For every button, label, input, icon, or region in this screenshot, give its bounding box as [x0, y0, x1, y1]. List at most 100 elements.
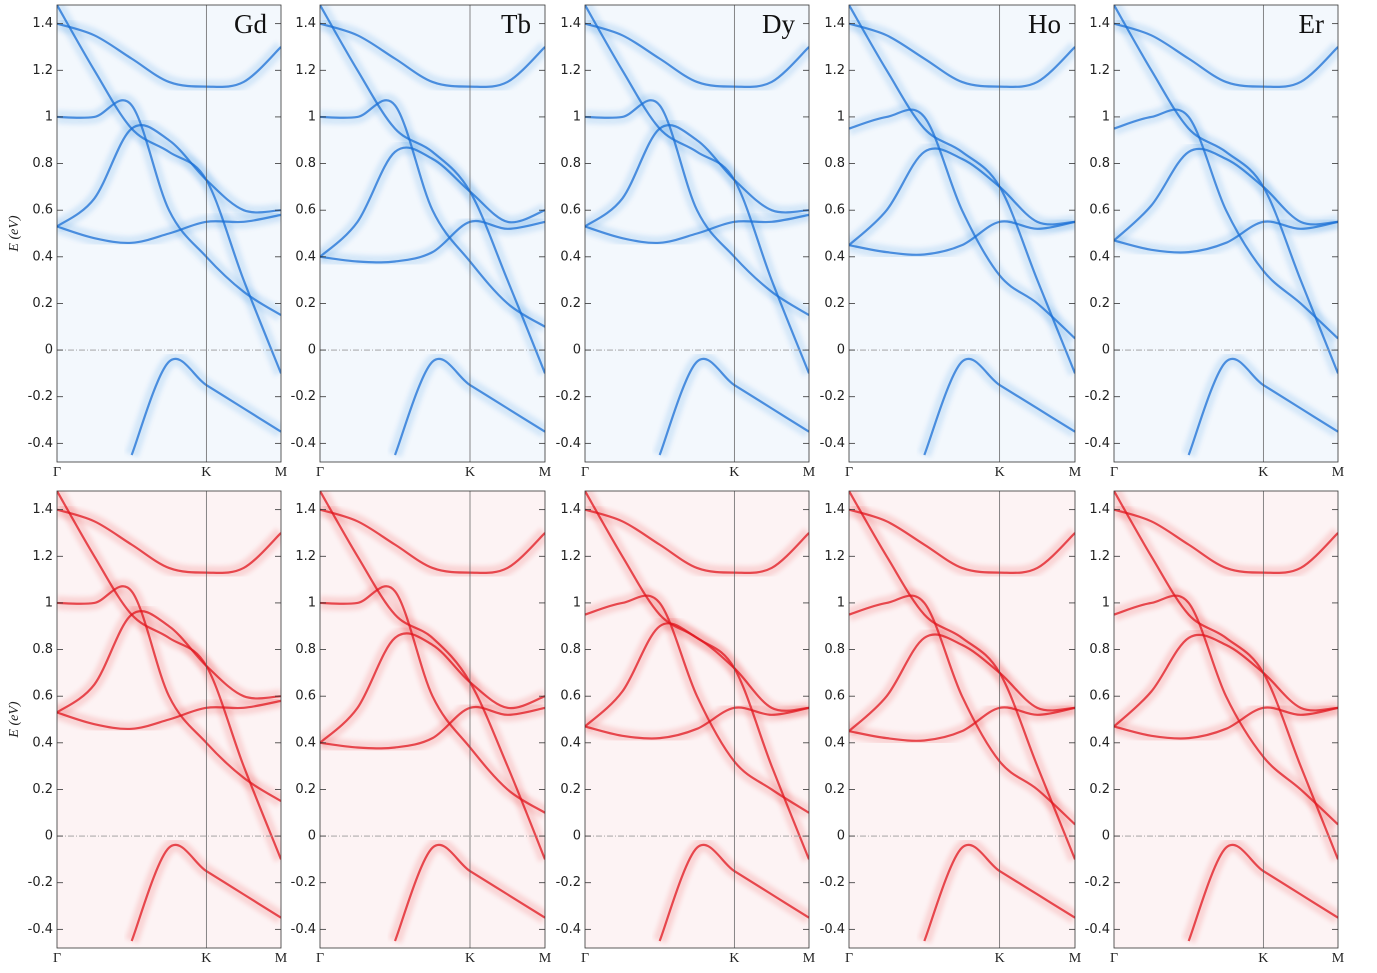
x-tick-label: Γ — [53, 951, 61, 966]
y-tick-label: 0.4 — [560, 735, 581, 750]
band — [57, 99, 281, 317]
y-tick-label: 1 — [573, 109, 581, 124]
band — [393, 843, 545, 942]
band — [1114, 594, 1338, 826]
y-tick-label: 0.2 — [295, 782, 316, 797]
y-axis-label: E (eV) — [7, 701, 22, 738]
panel-frame — [584, 4, 810, 463]
band — [585, 594, 809, 814]
y-tick-label: 1.2 — [32, 549, 53, 564]
y-tick-label: 0.4 — [295, 735, 316, 750]
band — [1114, 108, 1338, 340]
y-tick-label: 0.8 — [32, 642, 53, 657]
panel: Γ K M -0.4 -0.2 0 0.2 0.4 0.6 0.8 1 1.2 1.4 Tb — [291, 4, 552, 480]
band — [320, 585, 545, 814]
panel-frame — [319, 490, 546, 949]
panel: Γ K M -0.4 -0.2 0 0.2 0.4 0.6 0.8 1 1.2 1.4 — [820, 490, 1082, 966]
y-tick-label: 0 — [837, 343, 845, 358]
y-tick-label: 0.8 — [824, 642, 845, 657]
band — [849, 508, 1075, 574]
y-tick-label: 1.4 — [295, 16, 316, 31]
band — [585, 213, 809, 245]
y-tick-label: 1.2 — [560, 63, 581, 78]
y-tick-label: 0.4 — [824, 735, 845, 750]
bands — [1114, 5, 1338, 458]
y-tick-label: 0.2 — [824, 782, 845, 797]
x-tick-label: K — [995, 951, 1005, 966]
x-tick-label: Γ — [845, 951, 853, 966]
x-tick-label: Γ — [581, 951, 589, 966]
band — [849, 108, 1075, 340]
band — [320, 99, 545, 328]
band — [1187, 843, 1338, 942]
bands — [849, 491, 1075, 944]
band — [658, 357, 809, 456]
bands — [57, 5, 281, 458]
y-axis-label: E (eV) — [7, 215, 22, 252]
x-tick-label: K — [729, 465, 739, 480]
y-tick-label: -0.2 — [28, 389, 53, 404]
y-tick-label: 0 — [45, 829, 53, 844]
y-tick-label: 0.6 — [1089, 689, 1110, 704]
x-tick-label: M — [275, 465, 288, 480]
y-tick-label: 1.4 — [32, 502, 53, 517]
band — [585, 508, 809, 574]
band — [57, 610, 281, 714]
y-tick-label: 0 — [573, 343, 581, 358]
band — [849, 491, 1075, 860]
band — [393, 357, 545, 456]
panel: Γ K M -0.4 -0.2 0 0.2 0.4 0.6 0.8 1 1.2 1.4 Ho — [820, 4, 1082, 480]
y-tick-label: 0.6 — [295, 689, 316, 704]
y-tick-label: -0.2 — [1085, 875, 1110, 890]
y-tick-label: 1 — [837, 595, 845, 610]
panel-frame — [319, 4, 546, 463]
x-tick-label: K — [201, 465, 211, 480]
x-tick-label: K — [1258, 951, 1268, 966]
y-tick-label: 0.6 — [1089, 203, 1110, 218]
band — [130, 357, 281, 456]
y-tick-label: 1.2 — [1089, 63, 1110, 78]
y-tick-label: 1.4 — [824, 502, 845, 517]
band — [130, 843, 281, 942]
band — [320, 22, 545, 88]
x-tick-label: K — [995, 465, 1005, 480]
y-tick-label: 0.2 — [295, 296, 316, 311]
panel: Γ K M -0.4 -0.2 0 0.2 0.4 0.6 0.8 1 1.2 1.4 — [1085, 490, 1345, 966]
y-tick-label: 1 — [45, 109, 53, 124]
y-tick-label: -0.4 — [28, 436, 53, 451]
y-tick-label: 1.4 — [295, 502, 316, 517]
band — [585, 99, 809, 317]
band — [849, 22, 1075, 88]
y-tick-label: 1 — [1102, 109, 1110, 124]
y-tick-label: 0.4 — [32, 735, 53, 750]
y-tick-label: -0.2 — [28, 875, 53, 890]
y-tick-label: 0 — [573, 829, 581, 844]
y-tick-label: 0.6 — [560, 689, 581, 704]
y-tick-label: 1.2 — [32, 63, 53, 78]
y-tick-label: -0.4 — [556, 436, 581, 451]
y-tick-label: -0.4 — [28, 922, 53, 937]
panel: Γ K M -0.4 -0.2 0 0.2 0.4 0.6 0.8 1 1.2 1.4 Er — [1085, 4, 1345, 480]
x-tick-label: M — [1069, 465, 1082, 480]
y-tick-label: 1.4 — [560, 16, 581, 31]
y-tick-label: 0.4 — [1089, 735, 1110, 750]
y-tick-label: 0.4 — [1089, 249, 1110, 264]
y-tick-label: 0.2 — [560, 296, 581, 311]
panel-title: Ho — [1028, 9, 1061, 39]
y-tick-label: -0.4 — [556, 922, 581, 937]
x-tick-label: Γ — [316, 951, 324, 966]
bands — [320, 5, 545, 458]
y-tick-label: 0.8 — [560, 156, 581, 171]
x-tick-label: M — [539, 951, 552, 966]
bands — [585, 5, 809, 458]
bands — [585, 491, 809, 944]
x-tick-label: Γ — [53, 465, 61, 480]
x-tick-label: K — [465, 951, 475, 966]
x-tick-label: M — [803, 465, 816, 480]
x-tick-label: Γ — [581, 465, 589, 480]
panel-title: Er — [1299, 9, 1324, 39]
bands — [57, 491, 281, 944]
bands — [849, 5, 1075, 458]
band — [849, 5, 1075, 374]
x-tick-label: M — [539, 465, 552, 480]
